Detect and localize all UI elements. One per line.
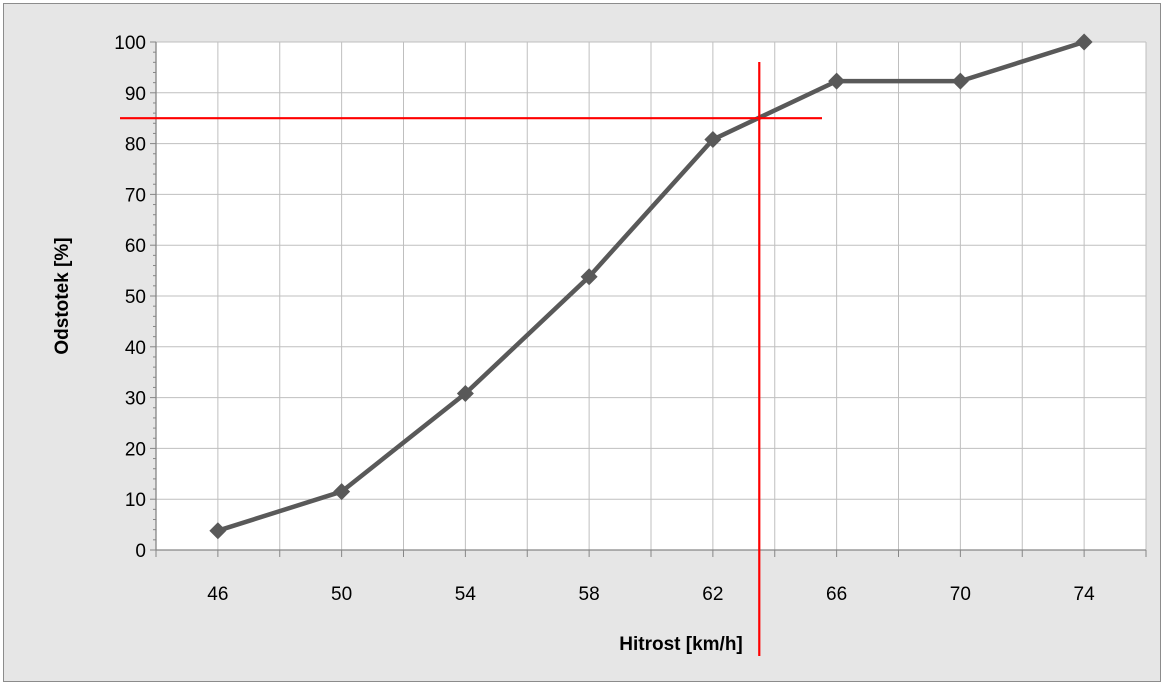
x-tick-label: 46 (207, 584, 228, 605)
y-tick-label: 30 (125, 389, 146, 410)
y-tick-label: 20 (125, 439, 146, 460)
x-tick-label: 54 (455, 584, 477, 605)
y-tick-label: 100 (114, 33, 146, 54)
series-group (209, 33, 1093, 540)
x-tick-label: 74 (1074, 584, 1096, 605)
data-point-marker (828, 72, 846, 90)
tick-marks (150, 41, 1147, 557)
x-tick-label: 50 (331, 584, 352, 605)
x-tick-label: 66 (826, 584, 847, 605)
y-tick-label: 10 (125, 490, 146, 511)
series-line (217, 39, 1085, 533)
data-point-marker (704, 131, 722, 149)
data-point-marker (209, 522, 227, 540)
y-tick-label: 40 (125, 338, 146, 359)
y-tick-labels: 0 10 20 30 40 50 60 70 80 90 100 (114, 33, 146, 562)
x-tick-label: 58 (579, 584, 600, 605)
y-tick-label: 90 (125, 84, 146, 105)
data-point-marker (951, 72, 969, 90)
y-tick-label: 80 (125, 135, 146, 156)
x-axis-title: Hitrost [km/h] (619, 634, 743, 655)
data-point-marker (456, 385, 474, 403)
y-tick-label: 0 (135, 541, 146, 562)
data-point-marker (1075, 33, 1093, 51)
x-tick-label: 70 (950, 584, 971, 605)
reference-lines (120, 62, 822, 656)
data-point-marker (333, 483, 351, 501)
y-tick-label: 50 (125, 287, 146, 308)
y-axis-title: Odstotek [%] (52, 237, 73, 354)
y-tick-label: 70 (125, 185, 146, 206)
x-tick-label: 62 (702, 584, 723, 605)
grid (156, 41, 1147, 550)
data-point-marker (580, 268, 598, 286)
y-tick-label: 60 (125, 236, 146, 257)
x-tick-labels: 46 50 54 58 62 66 70 74 (207, 584, 1095, 605)
